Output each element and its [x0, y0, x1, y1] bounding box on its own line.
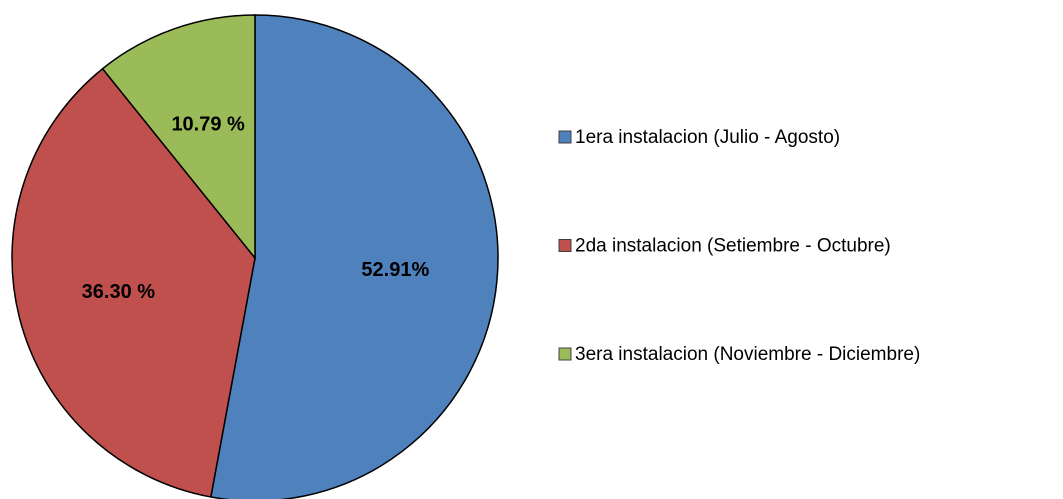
pie-slice	[11, 67, 256, 498]
pie-slice	[209, 14, 499, 499]
pie-slice	[101, 14, 256, 261]
legend-swatch	[558, 347, 572, 361]
data-label: 10.79 %	[171, 113, 245, 135]
data-label: 36.30 %	[82, 281, 156, 303]
data-label: 52.91%	[361, 259, 429, 281]
legend-swatch	[558, 130, 572, 144]
legend-swatch	[558, 239, 572, 252]
legend-label: 3era instalacion (Noviembre - Diciembre)	[575, 344, 920, 365]
legend-label: 1era instalacion (Julio - Agosto)	[575, 127, 840, 148]
legend-label: 2da instalacion (Setiembre - Octubre)	[575, 236, 891, 257]
